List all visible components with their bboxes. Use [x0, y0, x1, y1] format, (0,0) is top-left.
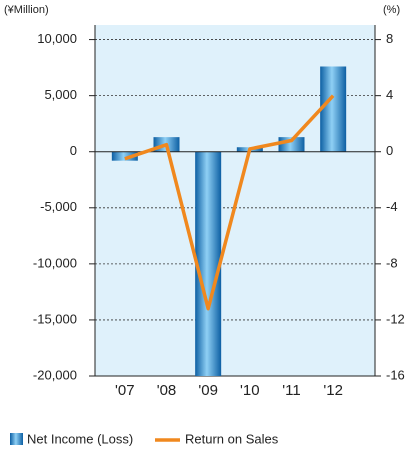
bar — [195, 151, 222, 376]
y2-axis-label: (%) — [383, 4, 400, 16]
x-tick-label: '07 — [115, 382, 135, 399]
y2-tick-label: -8 — [386, 255, 398, 270]
y2-tick-label: -12 — [386, 311, 405, 326]
bar — [320, 66, 347, 152]
legend-label: Return on Sales — [185, 431, 279, 446]
x-tick-label: '10 — [240, 382, 260, 399]
legend-label: Net Income (Loss) — [27, 431, 133, 446]
x-tick-label: '08 — [157, 382, 177, 399]
x-tick-label: '09 — [198, 382, 218, 399]
y-tick-label: -15,000 — [33, 311, 77, 326]
y-tick-label: 5,000 — [44, 87, 77, 102]
x-tick-label: '12 — [323, 382, 343, 399]
y-tick-label: -20,000 — [33, 367, 77, 382]
legend-swatch — [10, 433, 23, 445]
y-tick-label: 0 — [70, 143, 77, 158]
y-tick-label: -10,000 — [33, 255, 77, 270]
y2-tick-label: -16 — [386, 367, 405, 382]
bar — [111, 151, 138, 161]
y2-tick-label: 0 — [386, 143, 393, 158]
y-axis-label: (¥Million) — [4, 4, 49, 16]
y2-tick-label: -4 — [386, 199, 398, 214]
y-tick-label: 10,000 — [37, 31, 77, 46]
x-tick-label: '11 — [282, 382, 300, 399]
y-tick-label: -5,000 — [40, 199, 77, 214]
line — [124, 94, 335, 311]
y2-tick-label: 4 — [386, 87, 393, 102]
y2-tick-label: 8 — [386, 31, 393, 46]
